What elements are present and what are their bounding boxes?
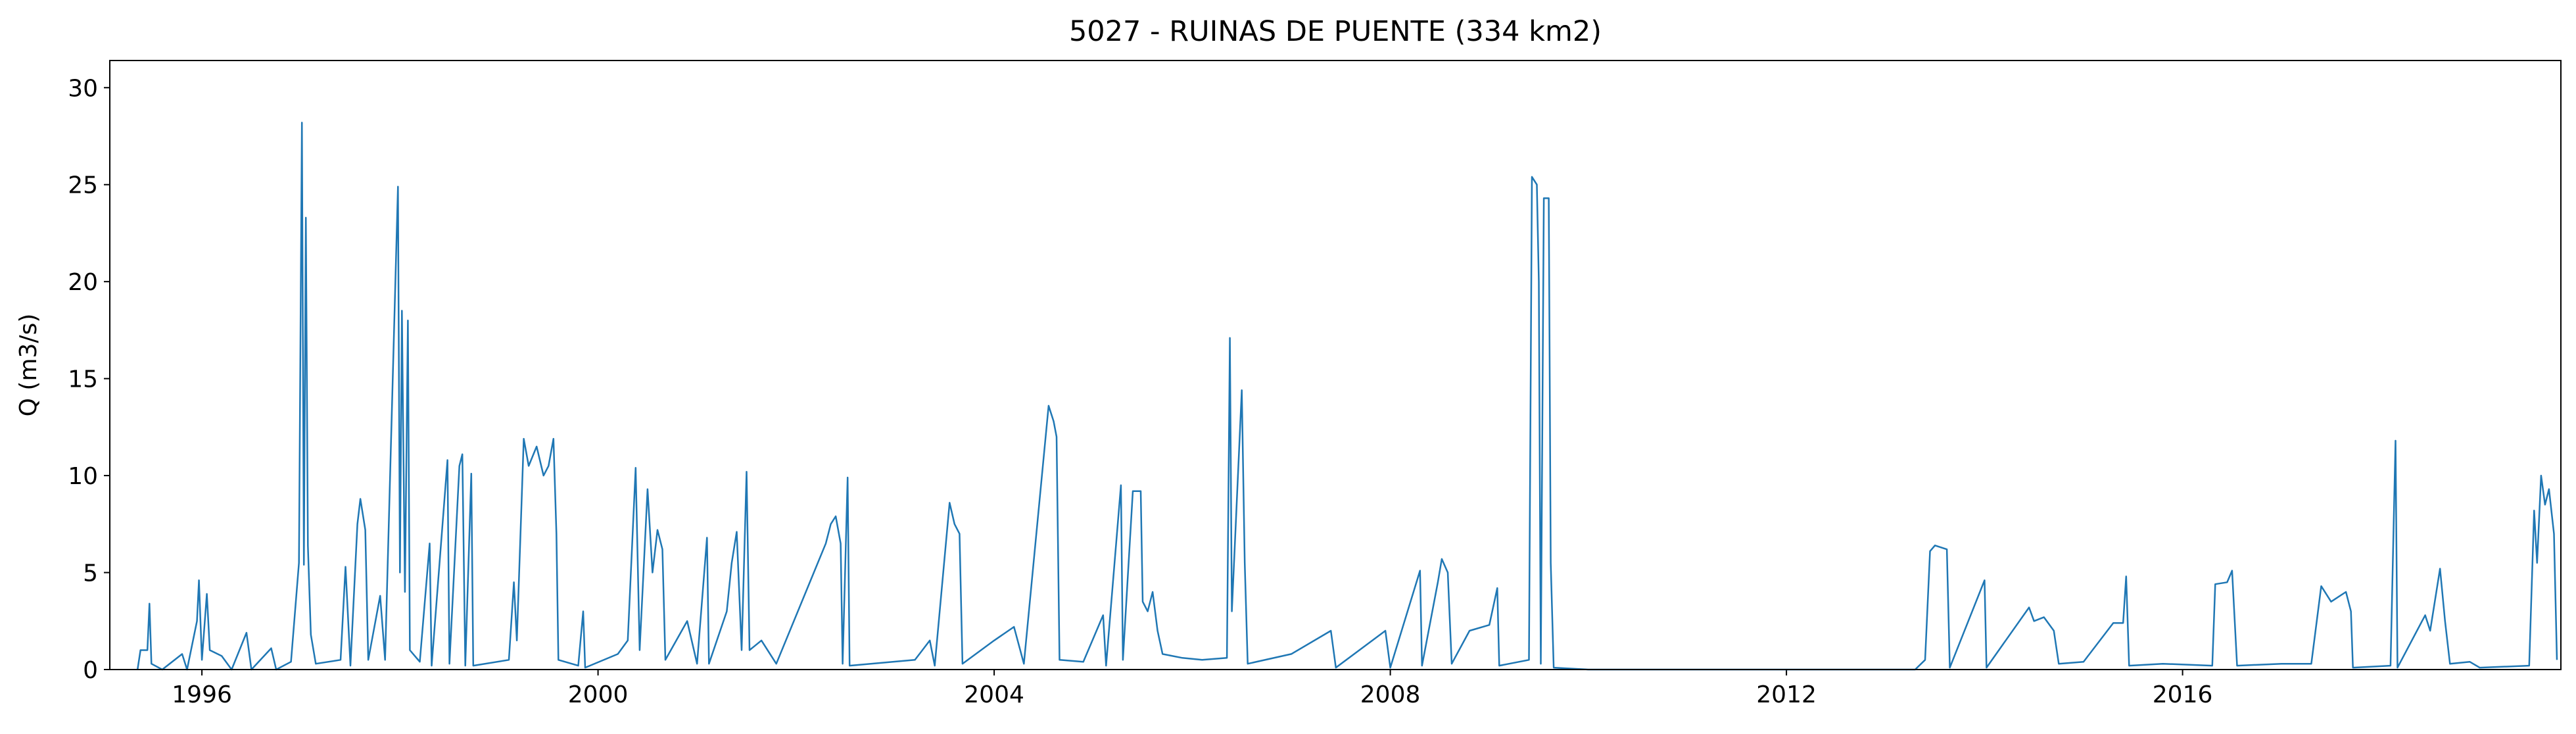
x-tick-label: 2012 <box>1756 681 1817 708</box>
plot-frame <box>109 60 2562 670</box>
y-tick-label: 0 <box>83 657 98 684</box>
y-tick-label: 15 <box>68 366 98 393</box>
y-tick-label: 5 <box>83 560 98 587</box>
x-tick-label: 2000 <box>568 681 629 708</box>
data-line <box>136 122 2558 671</box>
x-tick-label: 1996 <box>172 681 232 708</box>
y-axis-label: Q (m3/s) <box>15 314 42 417</box>
y-tick-label: 20 <box>68 269 98 296</box>
x-tick-label: 2016 <box>2153 681 2213 708</box>
y-tick-label: 25 <box>68 172 98 199</box>
x-tick-label: 2004 <box>964 681 1024 708</box>
y-tick-label: 10 <box>68 463 98 490</box>
y-tick-label: 30 <box>68 75 98 102</box>
chart-title: 5027 - RUINAS DE PUENTE (334 km2) <box>1069 15 1602 48</box>
x-tick-label: 2008 <box>1360 681 1421 708</box>
